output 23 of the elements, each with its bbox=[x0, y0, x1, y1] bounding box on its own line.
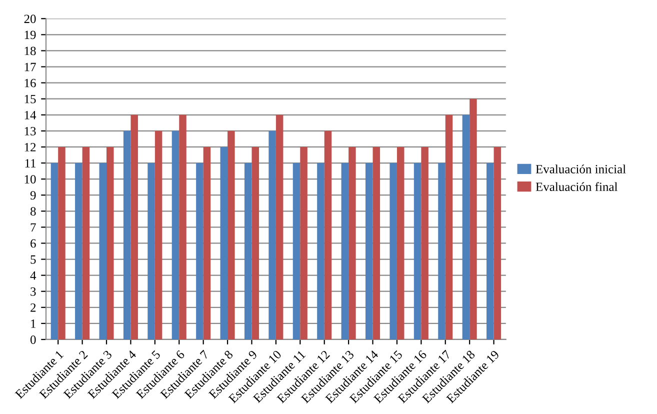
y-tick-label: 3 bbox=[30, 287, 36, 296]
y-tick-label: 20 bbox=[24, 14, 36, 24]
y-tick-label: 18 bbox=[24, 46, 36, 56]
y-tick-label: 19 bbox=[24, 30, 36, 40]
y-tick-label: 12 bbox=[24, 143, 36, 152]
y-tick-label: 10 bbox=[24, 175, 36, 184]
y-tick-label: 14 bbox=[24, 110, 36, 120]
legend-label: Evaluación inicial bbox=[536, 164, 626, 174]
y-tick-label: 11 bbox=[25, 159, 36, 168]
y-tick-label: 2 bbox=[30, 303, 36, 312]
y-tick-label: 1 bbox=[31, 320, 36, 328]
y-tick-label: 16 bbox=[24, 78, 36, 88]
legend-label: Evaluación final bbox=[536, 182, 618, 192]
y-tick-label: 0 bbox=[30, 336, 36, 344]
y-tick-label: 13 bbox=[24, 126, 36, 136]
y-tick-label: 8 bbox=[30, 207, 36, 216]
y-tick-label: 4 bbox=[30, 271, 36, 280]
y-tick-label: 7 bbox=[30, 223, 36, 232]
y-tick-label: 5 bbox=[30, 255, 36, 264]
y-tick-label: 6 bbox=[30, 239, 36, 248]
y-tick-label: 9 bbox=[30, 191, 36, 200]
y-tick-label: 17 bbox=[24, 62, 36, 72]
y-tick-label: 15 bbox=[24, 94, 36, 104]
